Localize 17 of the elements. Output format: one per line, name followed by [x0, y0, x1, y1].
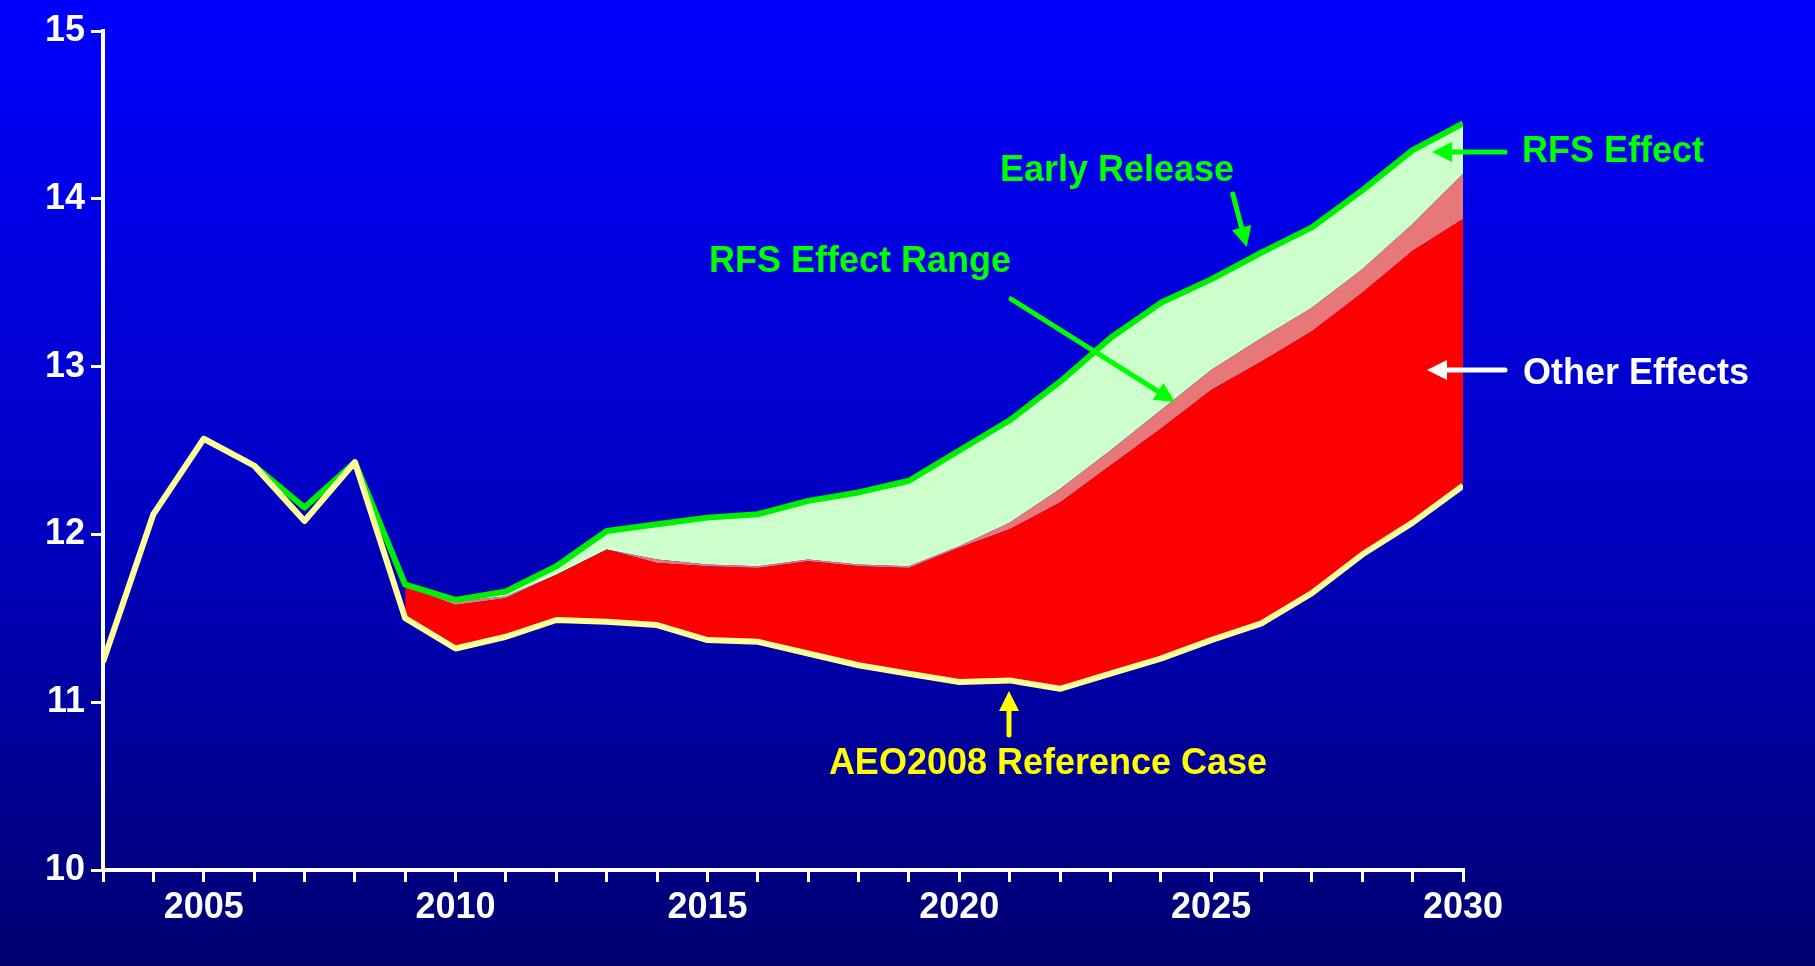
y-tick-label: 14 — [44, 175, 85, 217]
x-tick-label: 2030 — [1422, 884, 1504, 926]
text: RFS Effect — [1522, 128, 1705, 170]
x-tick-label: 2020 — [919, 884, 1000, 926]
y-tick-label: 11 — [46, 679, 85, 721]
y-tick-label: 12 — [44, 511, 85, 553]
text: Other Effects — [1523, 350, 1750, 392]
y-tick-label: 10 — [44, 846, 85, 888]
x-tick-label: 2025 — [1171, 884, 1252, 926]
x-tick-label: 2005 — [163, 884, 244, 926]
x-tick-label: 2015 — [667, 884, 748, 926]
x-tick-label: 2010 — [415, 884, 496, 926]
annotation: Early Release — [999, 147, 1235, 189]
y-tick-label: 15 — [44, 7, 85, 49]
annotation: RFS Effect Range — [708, 238, 1012, 280]
y-tick-label: 13 — [44, 343, 85, 385]
annotation: AEO2008 Reference Case — [828, 740, 1268, 782]
